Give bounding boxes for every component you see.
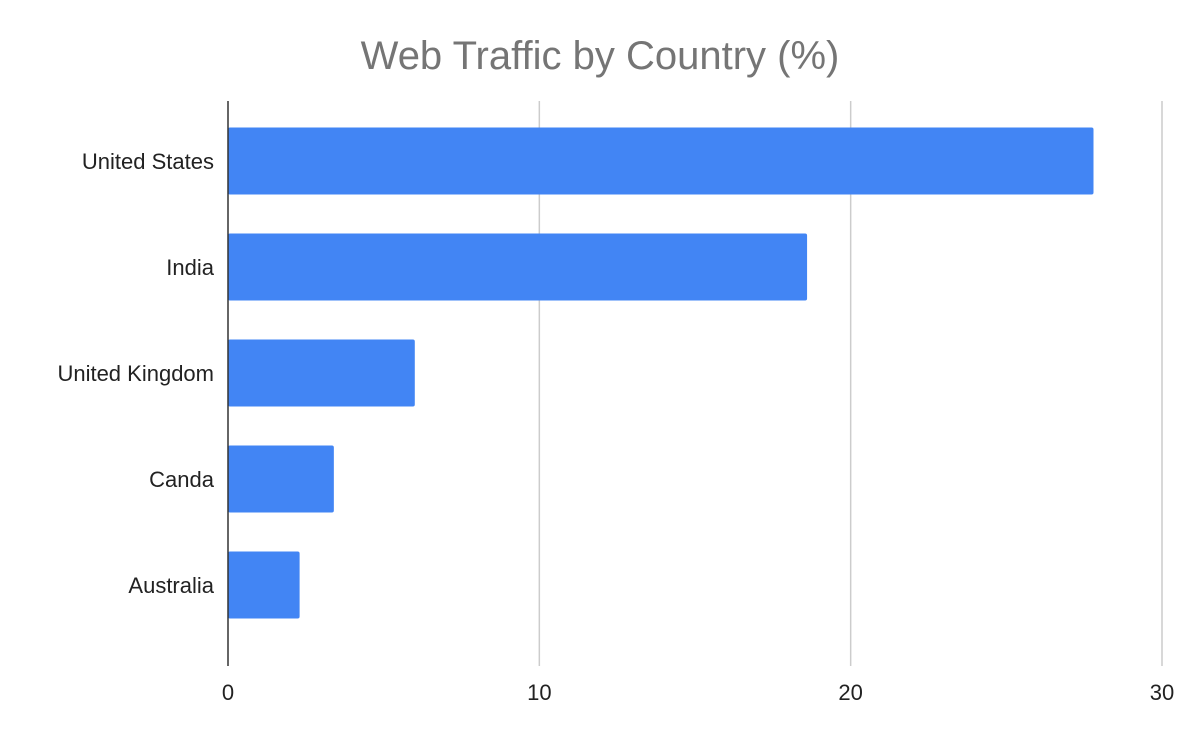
x-axis-tick-labels: 0 10 20 30 [222,680,1174,705]
x-tick-label: 10 [527,680,551,705]
x-tick-label: 20 [838,680,862,705]
category-labels: United States India United Kingdom Canda Aus… [57,149,214,598]
category-label: United States [82,149,214,174]
category-label: Canda [149,467,215,492]
gridlines [538,101,1163,666]
bar-united-kingdom [228,339,415,407]
bars [228,127,1094,619]
category-label: Australia [128,573,214,598]
category-label: India [166,255,214,280]
bar-australia [228,551,300,619]
category-label: United Kingdom [57,361,214,386]
bar-india [228,233,808,301]
x-tick-label: 0 [222,680,234,705]
bar-canda [228,445,334,513]
chart-title: Web Traffic by Country (%) [360,34,840,78]
x-tick-label: 30 [1150,680,1174,705]
bar-united-states [228,127,1094,195]
